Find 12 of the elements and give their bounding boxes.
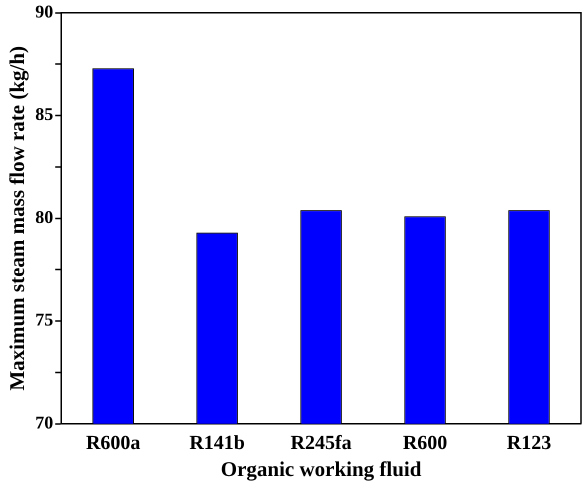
y-axis-title: Maximum steam mass flow rate (kg/h) [5, 46, 30, 391]
y-tick-label: 70 [35, 412, 54, 432]
y-tick-label: 85 [35, 104, 54, 124]
x-axis-title: Organic working fluid [220, 456, 422, 481]
x-tick-label: R123 [506, 432, 552, 454]
x-tick-label: R600 [402, 432, 448, 454]
y-tick-label: 90 [35, 1, 54, 22]
x-tick-label: R600a [86, 432, 140, 454]
x-tick-label: R141b [189, 432, 245, 454]
x-tick-label: R245fa [290, 432, 352, 454]
y-tick-label: 75 [35, 310, 54, 330]
y-tick-label: 80 [35, 206, 54, 227]
